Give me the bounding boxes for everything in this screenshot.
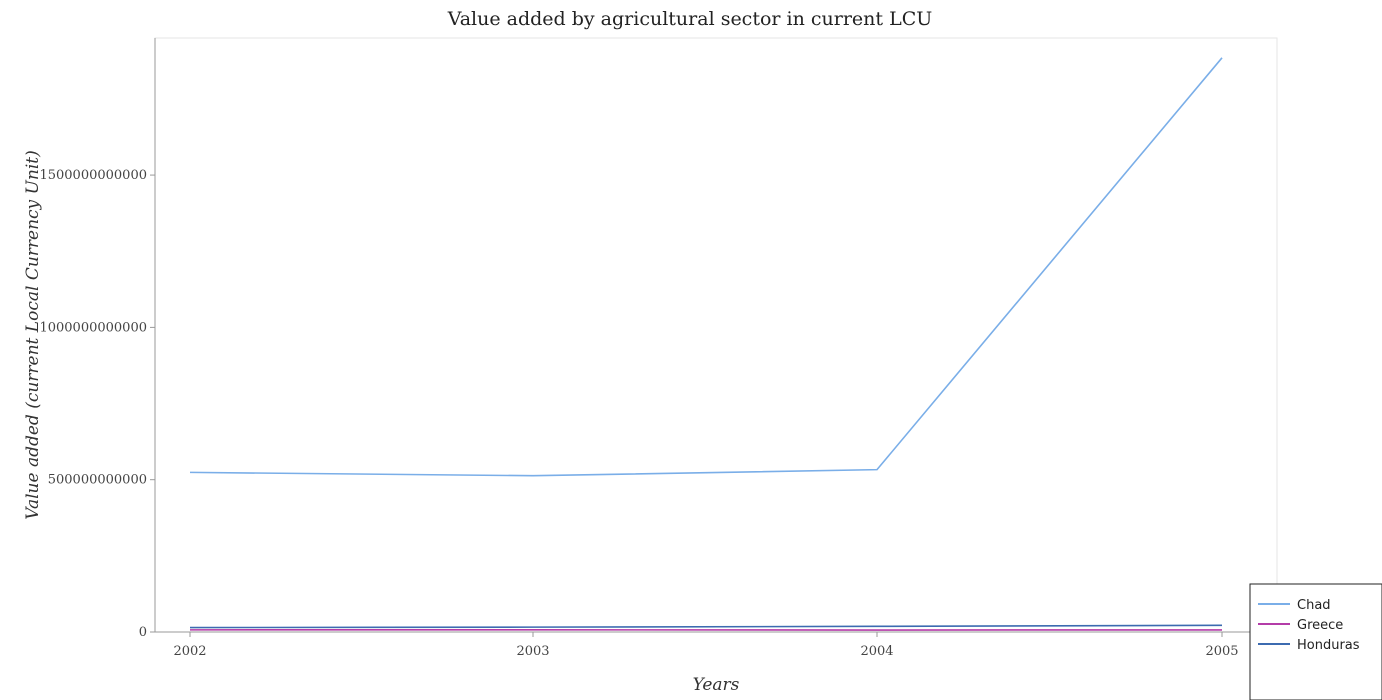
x-axis-label: Years	[693, 675, 740, 695]
legend-label-chad: Chad	[1297, 598, 1331, 613]
legend: Chad Greece Honduras	[1249, 583, 1382, 700]
y-axis: 0 500000000000 1000000000000 1500000000000	[39, 38, 156, 640]
series-line-honduras	[189, 624, 1223, 629]
legend-label-greece: Greece	[1297, 618, 1343, 633]
x-tick-label: 2003	[516, 644, 549, 659]
x-tick-label: 2005	[1205, 644, 1238, 659]
y-tick-label: 0	[139, 625, 147, 640]
chart-title: Value added by agricultural sector in cu…	[447, 8, 933, 30]
series-line-chad	[189, 57, 1223, 477]
legend-label-honduras: Honduras	[1297, 638, 1360, 653]
y-tick-label: 500000000000	[48, 473, 147, 488]
series-layer	[189, 57, 1223, 631]
x-tick-label: 2002	[173, 644, 206, 659]
x-axis: 2002 2003 2004 2005	[155, 631, 1277, 659]
y-axis-label: Value added (current Local Currency Unit…	[23, 150, 43, 520]
x-tick-label: 2004	[860, 644, 893, 659]
plot-area	[154, 37, 1278, 633]
y-tick-label: 1000000000000	[39, 320, 147, 335]
y-tick-label: 1500000000000	[39, 168, 147, 183]
